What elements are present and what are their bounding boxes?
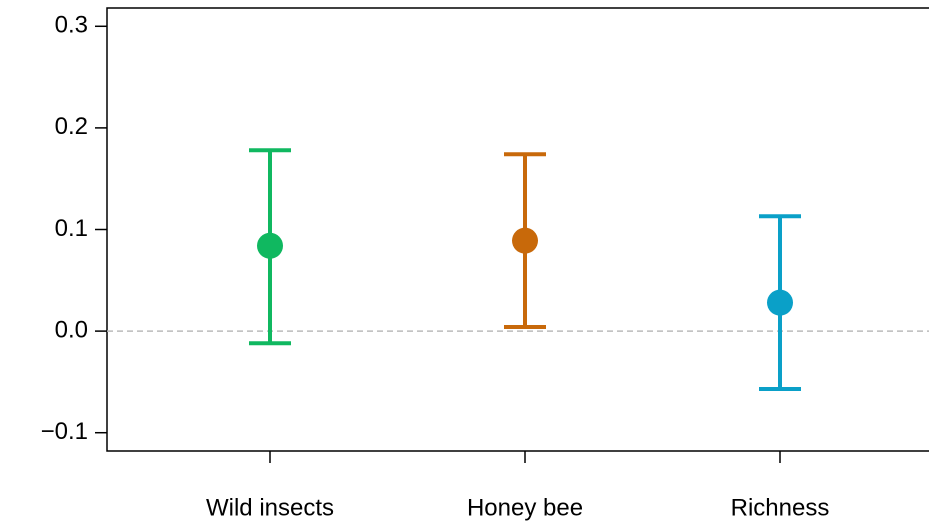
y-tick-label: 0.1 <box>55 215 88 242</box>
y-tick-label: 0.3 <box>55 12 88 39</box>
x-tick-label: Richness <box>731 494 830 521</box>
x-tick-label: Wild insects <box>206 494 334 521</box>
plot-frame <box>106 7 929 452</box>
y-tick-label: 0.0 <box>55 316 88 343</box>
x-tick-label: Honey bee <box>467 494 583 521</box>
point <box>767 289 793 316</box>
point <box>257 232 283 259</box>
point <box>512 227 538 254</box>
y-tick-label: −0.1 <box>41 418 88 445</box>
y-tick-label: 0.2 <box>55 113 88 140</box>
